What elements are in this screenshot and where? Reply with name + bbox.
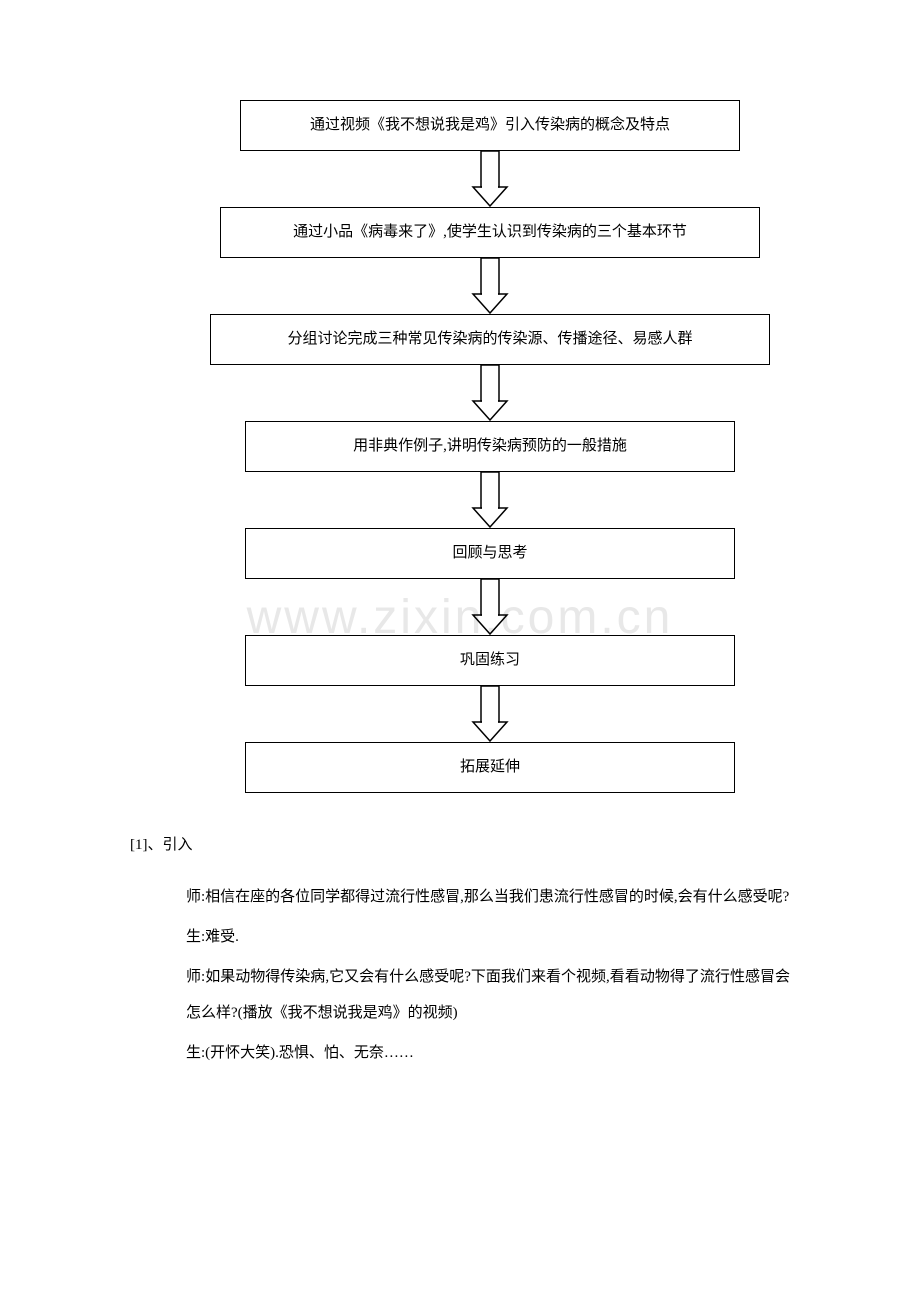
flow-arrow-0 [470,151,510,207]
dialog-line-3: 生:(开怀大笑).恐惧、怕、无奈…… [186,1035,790,1071]
section-label: [1]、引入 [130,833,790,857]
flow-node-5: 巩固练习 [245,635,735,686]
flowchart: 通过视频《我不想说我是鸡》引入传染病的概念及特点 通过小品《病毒来了》,使学生认… [190,100,790,793]
flow-node-1: 通过小品《病毒来了》,使学生认识到传染病的三个基本环节 [220,207,760,258]
flow-node-0: 通过视频《我不想说我是鸡》引入传染病的概念及特点 [240,100,740,151]
flow-arrow-2 [470,365,510,421]
flow-arrow-1 [470,258,510,314]
flow-node-4: 回顾与思考 [245,528,735,579]
flow-arrow-4 [470,579,510,635]
dialog-line-2: 师:如果动物得传染病,它又会有什么感受呢?下面我们来看个视频,看看动物得了流行性… [186,959,790,1031]
flow-arrow-3 [470,472,510,528]
dialog-line-0: 师:相信在座的各位同学都得过流行性感冒,那么当我们患流行性感冒的时候,会有什么感… [186,879,790,915]
flow-node-6: 拓展延伸 [245,742,735,793]
flow-node-2: 分组讨论完成三种常见传染病的传染源、传播途径、易感人群 [210,314,770,365]
dialog-block: 师:相信在座的各位同学都得过流行性感冒,那么当我们患流行性感冒的时候,会有什么感… [186,879,790,1071]
dialog-line-1: 生:难受. [186,919,790,955]
flow-arrow-5 [470,686,510,742]
flow-node-3: 用非典作例子,讲明传染病预防的一般措施 [245,421,735,472]
